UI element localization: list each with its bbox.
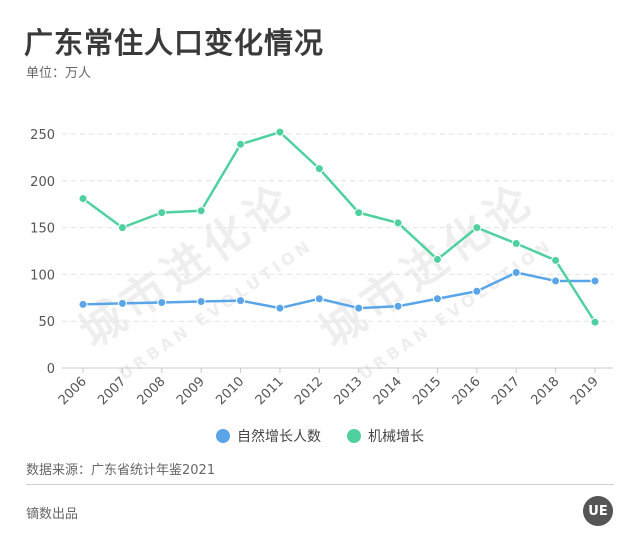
y-tick-label: 50 (38, 315, 55, 330)
x-tick-label: 2011 (253, 374, 287, 408)
data-point[interactable] (117, 298, 127, 308)
data-point[interactable] (275, 303, 285, 313)
data-point[interactable] (432, 294, 442, 304)
legend-label: 自然增长人数 (237, 429, 321, 445)
data-source: 数据来源：广东省统计年鉴2021 (26, 463, 216, 478)
y-tick-label: 0 (47, 362, 55, 377)
data-point[interactable] (196, 297, 206, 307)
ue-logo-icon: UE (583, 496, 613, 526)
data-point[interactable] (590, 317, 600, 327)
data-point[interactable] (157, 208, 167, 218)
y-tick-label: 200 (30, 175, 55, 190)
x-tick-label: 2012 (292, 374, 326, 408)
x-tick-label: 2019 (568, 374, 602, 408)
data-point[interactable] (236, 139, 246, 149)
legend-item-natural[interactable]: 自然增长人数 (216, 426, 321, 446)
data-point[interactable] (314, 294, 324, 304)
x-tick-label: 2013 (332, 374, 366, 408)
data-point[interactable] (393, 218, 403, 228)
legend-label: 机械增长 (368, 429, 424, 445)
data-point[interactable] (275, 127, 285, 137)
y-tick-label: 250 (30, 128, 55, 143)
data-point[interactable] (551, 276, 561, 286)
data-point[interactable] (354, 208, 364, 218)
y-tick-label: 100 (30, 268, 55, 283)
data-point[interactable] (432, 254, 442, 264)
x-tick-label: 2014 (371, 374, 405, 408)
chart-title: 广东常住人口变化情况 (24, 26, 325, 60)
data-point[interactable] (590, 276, 600, 286)
y-tick-label: 150 (30, 222, 55, 237)
unit-label: 单位：万人 (26, 66, 92, 81)
x-tick-label: 2016 (450, 374, 484, 408)
data-point[interactable] (354, 303, 364, 313)
data-point[interactable] (236, 296, 246, 306)
data-point[interactable] (393, 301, 403, 311)
data-point[interactable] (472, 223, 482, 233)
series-line (82, 130, 597, 323)
data-point[interactable] (78, 194, 88, 204)
data-point[interactable] (78, 299, 88, 309)
producer-label: 镝数出品 (26, 507, 79, 522)
data-point[interactable] (157, 297, 167, 307)
series-line (82, 271, 595, 310)
x-tick-label: 2006 (56, 374, 90, 408)
x-tick-label: 2007 (95, 374, 129, 408)
data-point[interactable] (551, 255, 561, 265)
legend: 自然增长人数 机械增长 (0, 426, 640, 446)
data-point[interactable] (314, 164, 324, 174)
data-point[interactable] (472, 286, 482, 296)
x-tick-label: 2010 (213, 374, 247, 408)
x-tick-label: 2017 (489, 374, 523, 408)
x-tick-label: 2018 (528, 374, 562, 408)
legend-dot-icon (347, 429, 361, 443)
data-point[interactable] (117, 223, 127, 233)
legend-item-migration[interactable]: 机械增长 (347, 426, 424, 446)
x-tick-label: 2015 (410, 374, 444, 408)
divider (26, 484, 614, 485)
data-point[interactable] (196, 206, 206, 216)
x-tick-label: 2008 (135, 374, 169, 408)
x-tick-label: 2009 (174, 374, 208, 408)
data-point[interactable] (511, 268, 521, 278)
data-point[interactable] (511, 239, 521, 249)
legend-dot-icon (216, 429, 230, 443)
